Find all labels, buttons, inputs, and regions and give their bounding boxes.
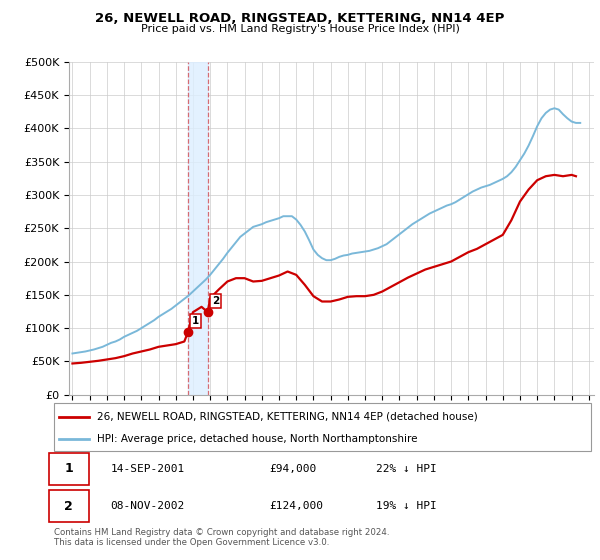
Text: 1: 1 [64, 463, 73, 475]
Text: 2: 2 [64, 500, 73, 512]
Text: 22% ↓ HPI: 22% ↓ HPI [376, 464, 437, 474]
Text: Contains HM Land Registry data © Crown copyright and database right 2024.
This d: Contains HM Land Registry data © Crown c… [54, 528, 389, 547]
Text: 26, NEWELL ROAD, RINGSTEAD, KETTERING, NN14 4EP: 26, NEWELL ROAD, RINGSTEAD, KETTERING, N… [95, 12, 505, 25]
Text: 2: 2 [212, 296, 219, 306]
FancyBboxPatch shape [49, 453, 89, 485]
Text: £94,000: £94,000 [269, 464, 316, 474]
Text: 1: 1 [192, 316, 199, 326]
Text: 19% ↓ HPI: 19% ↓ HPI [376, 501, 437, 511]
Text: Price paid vs. HM Land Registry's House Price Index (HPI): Price paid vs. HM Land Registry's House … [140, 24, 460, 34]
Text: 14-SEP-2001: 14-SEP-2001 [110, 464, 185, 474]
Text: 08-NOV-2002: 08-NOV-2002 [110, 501, 185, 511]
Text: 26, NEWELL ROAD, RINGSTEAD, KETTERING, NN14 4EP (detached house): 26, NEWELL ROAD, RINGSTEAD, KETTERING, N… [97, 412, 478, 422]
Text: HPI: Average price, detached house, North Northamptonshire: HPI: Average price, detached house, Nort… [97, 434, 418, 444]
FancyBboxPatch shape [49, 490, 89, 522]
Text: £124,000: £124,000 [269, 501, 323, 511]
Bar [188, 62, 208, 395]
